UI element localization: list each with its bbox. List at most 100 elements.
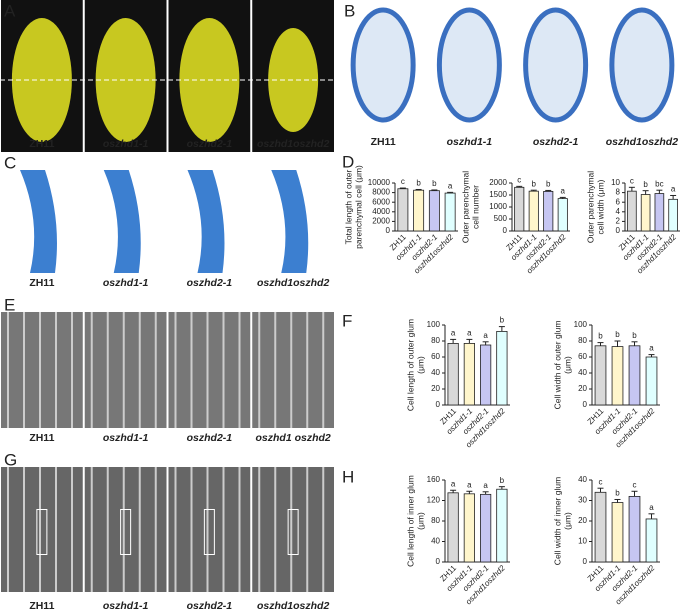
significance-letter: b <box>615 489 620 498</box>
cell-outline <box>287 509 299 555</box>
y-axis-label: (μm) <box>562 512 572 530</box>
y-axis-label: cell width (μm) <box>595 179 605 234</box>
error-bar <box>530 189 537 192</box>
significance-letter: bc <box>655 179 663 188</box>
genotype-label: oszhd2-1 <box>533 136 579 148</box>
y-tick-label: 8 <box>616 188 621 197</box>
significance-letter: b <box>598 332 603 341</box>
y-axis-label: Outer parenchymal <box>585 171 595 243</box>
significance-letter: a <box>483 481 488 490</box>
panel-letter: C <box>4 153 16 172</box>
bar <box>611 502 624 563</box>
y-tick-label: 60 <box>431 352 440 361</box>
bar <box>627 190 637 232</box>
bar <box>514 186 525 232</box>
significance-letter: b <box>643 180 648 189</box>
error-bar <box>415 188 422 191</box>
error-bar <box>642 190 649 195</box>
bar <box>528 190 539 232</box>
bar <box>557 198 568 232</box>
error-bar <box>628 186 635 192</box>
y-tick-label: 80 <box>431 516 440 525</box>
significance-letter: a <box>451 329 456 338</box>
y-tick-label: 6 <box>616 197 621 206</box>
y-tick-label: 40 <box>431 368 440 377</box>
y-axis-label: (μm) <box>562 356 572 374</box>
y-tick-label: 100 <box>427 320 441 329</box>
y-axis-label: Cell width of inner glum <box>552 477 562 565</box>
bar <box>496 330 508 406</box>
panel-letter: D <box>342 152 354 171</box>
significance-letter: b <box>500 316 505 325</box>
genotype-label: oszhd2-1 <box>187 432 233 444</box>
y-tick-label: 60 <box>578 352 587 361</box>
y-tick-label: 20 <box>431 384 440 393</box>
section <box>350 7 416 123</box>
significance-letter: b <box>500 476 505 485</box>
y-tick-label: 10 <box>578 537 587 546</box>
bar <box>543 190 554 232</box>
y-axis-label: Cell length of inner glum <box>405 475 415 567</box>
y-tick-label: 40 <box>431 537 440 546</box>
panel-letter: E <box>4 295 15 314</box>
grain <box>268 28 319 132</box>
bar <box>645 518 658 563</box>
y-tick-label: 0 <box>616 226 621 235</box>
y-tick-label: 6000 <box>372 197 390 206</box>
bar <box>447 492 459 563</box>
cell-outline <box>120 509 132 555</box>
y-tick-label: 120 <box>427 496 441 505</box>
bar <box>413 189 425 232</box>
significance-letter: b <box>632 331 637 340</box>
significance-letter: a <box>649 344 654 353</box>
genotype-label: oszhd1-1 <box>103 432 149 444</box>
error-bar <box>399 187 406 189</box>
error-bar <box>631 341 638 346</box>
genotype-label: ZH11 <box>29 600 54 612</box>
bar <box>447 342 459 406</box>
y-tick-label: 30 <box>578 496 587 505</box>
panel-letter: G <box>4 450 17 469</box>
y-tick-label: 500 <box>494 214 508 223</box>
bar <box>594 491 607 563</box>
y-tick-label: 0 <box>436 557 441 566</box>
significance-letter: c <box>401 177 405 186</box>
y-axis-label: parenchymal cell (μm) <box>353 165 363 249</box>
error-bar <box>614 340 621 347</box>
bar <box>496 488 508 563</box>
bar <box>654 193 665 232</box>
y-tick-label: 0 <box>503 226 508 235</box>
genotype-label: oszhd1oszhd2 <box>257 138 330 150</box>
error-bar <box>450 489 457 493</box>
y-tick-label: 100 <box>574 320 588 329</box>
photo <box>84 467 167 592</box>
panel-letter: B <box>344 1 355 20</box>
significance-letter: c <box>517 175 521 184</box>
genotype-label: oszhd1oszhd2 <box>257 600 330 612</box>
y-axis-label: Cell width of outer glum <box>552 321 562 410</box>
y-tick-label: 40 <box>578 368 587 377</box>
significance-letter: a <box>483 331 488 340</box>
significance-letter: a <box>467 480 472 489</box>
section <box>436 7 502 123</box>
y-tick-label: 2 <box>616 217 621 226</box>
bar <box>463 342 475 406</box>
bar <box>668 198 678 232</box>
significance-letter: b <box>532 179 537 188</box>
genotype-label: ZH11 <box>29 138 54 150</box>
photo <box>1 467 83 592</box>
photo <box>252 312 334 428</box>
bar <box>444 192 456 232</box>
cell-outline <box>203 509 215 555</box>
bar <box>480 344 492 406</box>
genotype-label: ZH11 <box>371 136 396 148</box>
error-bar <box>447 191 454 194</box>
panel-letter: H <box>342 467 354 486</box>
error-bar <box>559 196 566 199</box>
error-bar <box>597 342 604 346</box>
y-tick-label: 20 <box>578 516 587 525</box>
cell-outline <box>36 509 48 555</box>
y-axis-label: (μm) <box>415 512 425 530</box>
bar <box>480 493 492 563</box>
